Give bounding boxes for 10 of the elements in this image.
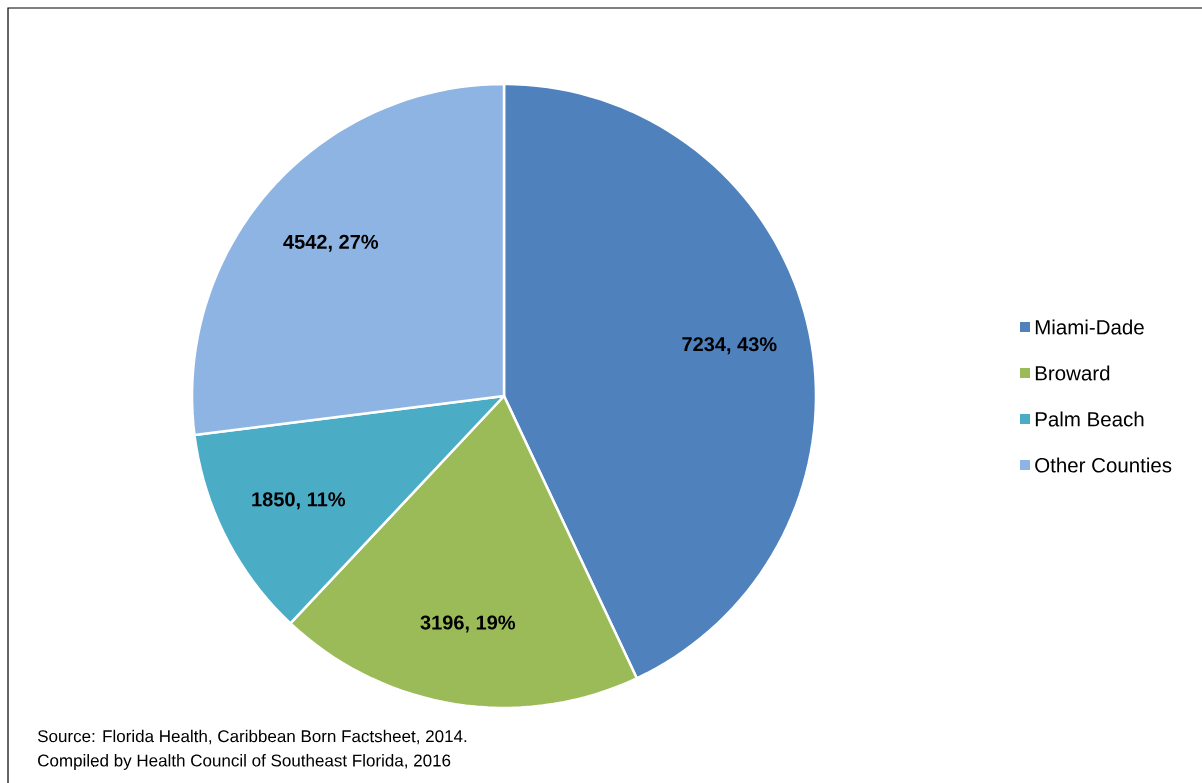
data-label: 3196, 19% <box>420 615 516 633</box>
text: Compiled by Health Council of Southeast Florida, 2016 <box>38 754 451 770</box>
legend-label: Broward <box>1035 365 1110 381</box>
source-note: Source: Florida Health, Caribbean Born Factsheet, 2014. <box>37 729 467 745</box>
legend-label: Other Counties <box>1035 457 1172 473</box>
legend-label: Palm Beach <box>1035 411 1144 427</box>
data-label: 1850, 11% <box>252 492 346 510</box>
legend-label: Miami-Dade <box>1035 319 1144 335</box>
data-label: 7234, 43% <box>682 337 777 355</box>
data-label: 4542, 27% <box>283 234 379 252</box>
